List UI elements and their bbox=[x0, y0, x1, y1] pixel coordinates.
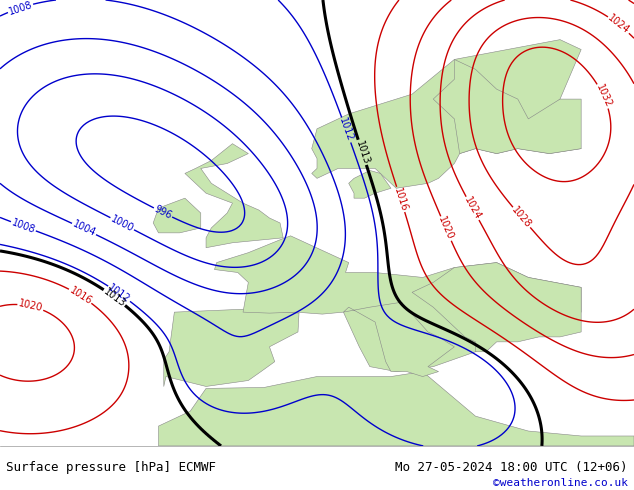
Text: 1012: 1012 bbox=[337, 117, 355, 143]
Text: 1008: 1008 bbox=[7, 0, 34, 17]
Text: 1008: 1008 bbox=[10, 218, 37, 235]
Text: 1016: 1016 bbox=[67, 285, 93, 307]
Text: 1028: 1028 bbox=[510, 205, 533, 230]
Text: 1032: 1032 bbox=[594, 83, 613, 109]
Text: 1013: 1013 bbox=[101, 286, 127, 309]
Text: 1004: 1004 bbox=[71, 219, 97, 239]
Text: Surface pressure [hPa] ECMWF: Surface pressure [hPa] ECMWF bbox=[6, 462, 216, 474]
Text: Mo 27-05-2024 18:00 UTC (12+06): Mo 27-05-2024 18:00 UTC (12+06) bbox=[395, 462, 628, 474]
Text: 1024: 1024 bbox=[606, 13, 631, 36]
Text: 996: 996 bbox=[153, 204, 174, 221]
Text: 1020: 1020 bbox=[18, 299, 44, 314]
Text: 1016: 1016 bbox=[392, 186, 409, 213]
Text: 1013: 1013 bbox=[354, 139, 371, 166]
Text: 1020: 1020 bbox=[437, 215, 455, 242]
Text: 1012: 1012 bbox=[107, 282, 133, 305]
Text: 1000: 1000 bbox=[109, 214, 136, 234]
Text: ©weatheronline.co.uk: ©weatheronline.co.uk bbox=[493, 478, 628, 488]
Text: 1024: 1024 bbox=[462, 195, 483, 221]
